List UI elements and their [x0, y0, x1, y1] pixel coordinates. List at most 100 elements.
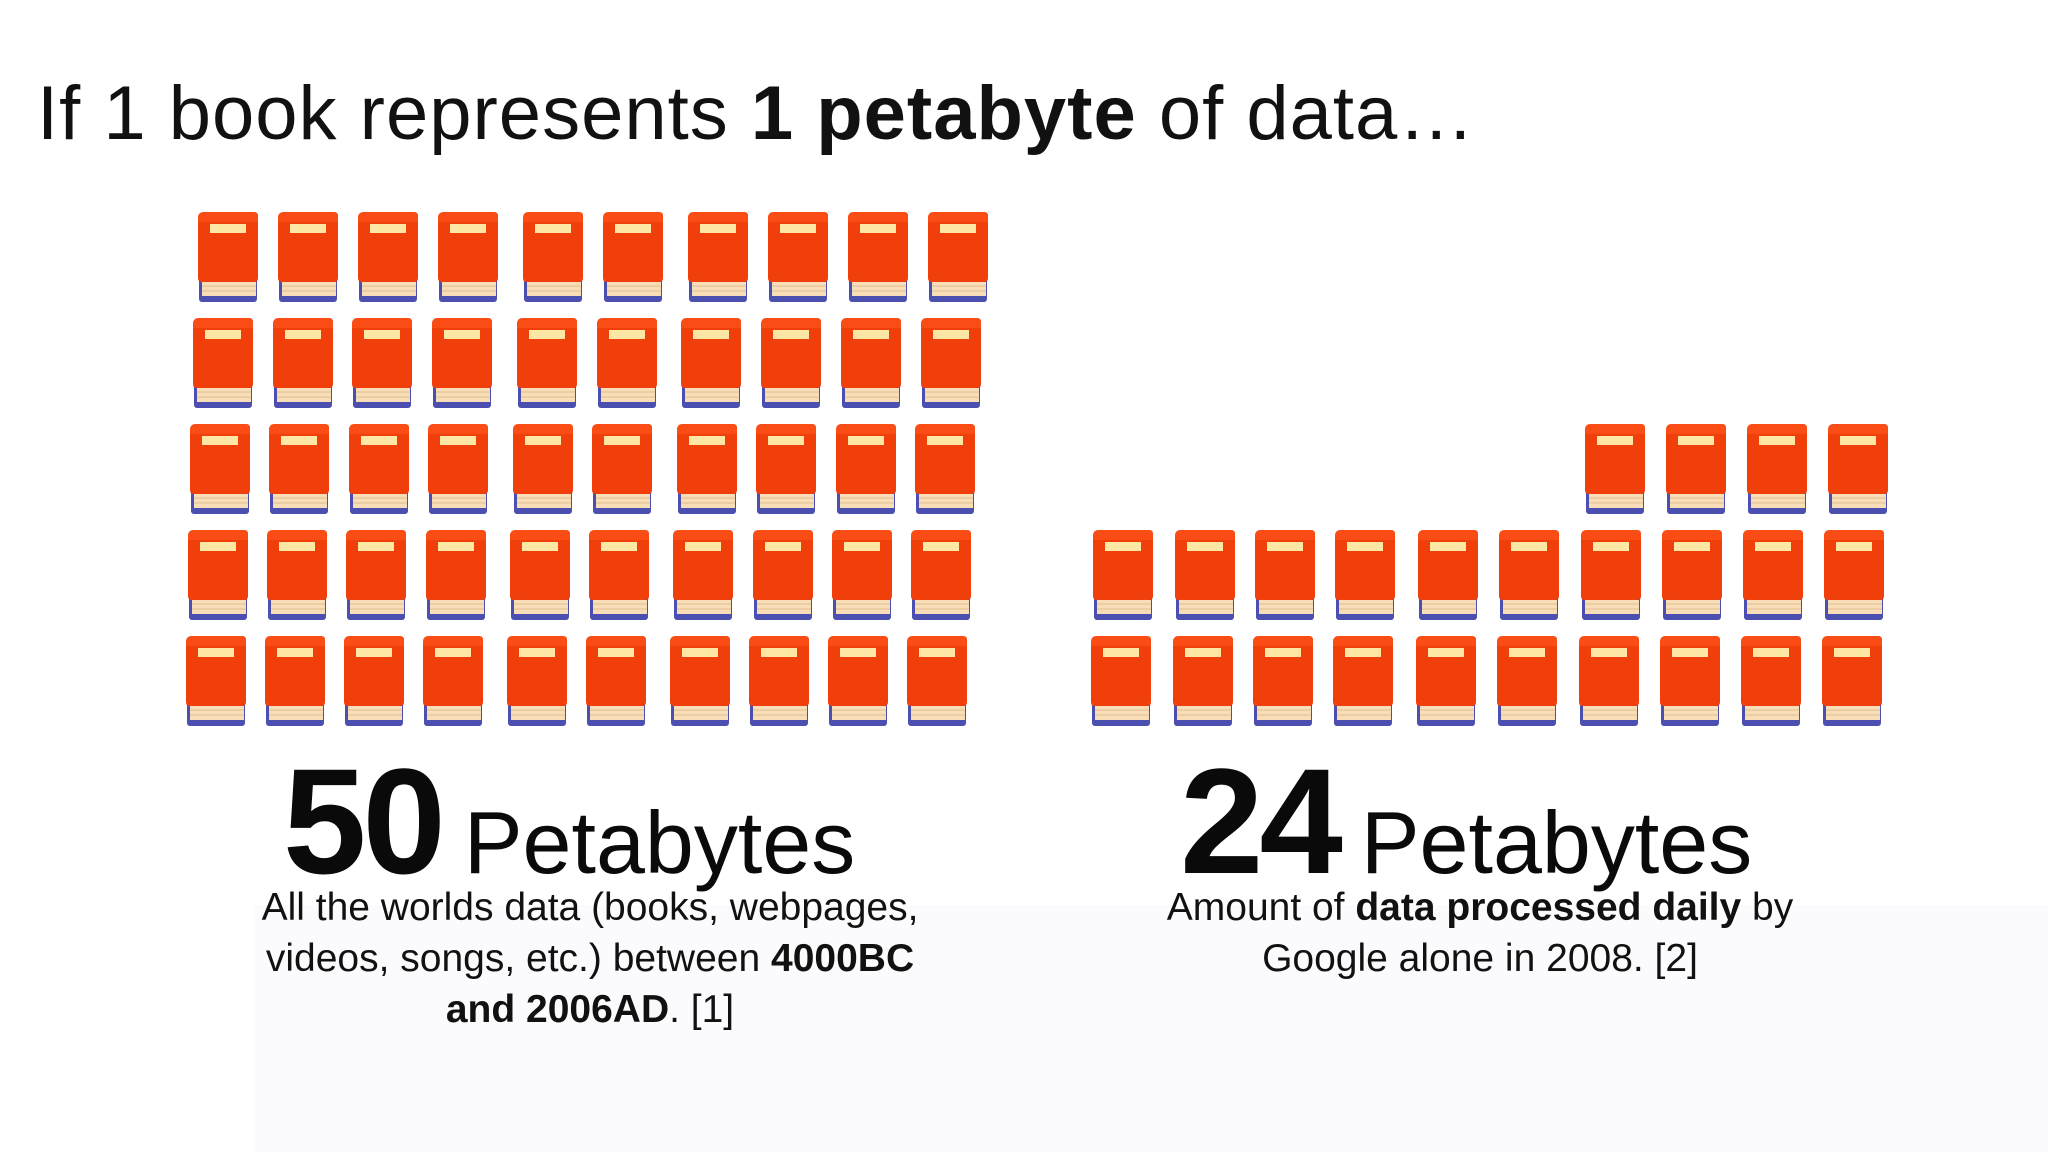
- book-icon: [841, 318, 901, 408]
- book-icon: [186, 636, 246, 726]
- book-icon: [438, 212, 498, 302]
- left-stat-number: 50: [283, 737, 446, 905]
- book-icon: [681, 318, 741, 408]
- book-icon: [1499, 530, 1559, 620]
- book-icon: [190, 424, 250, 514]
- book-icon: [768, 212, 828, 302]
- background-panel: [255, 905, 2048, 1152]
- book-icon: [1093, 530, 1153, 620]
- book-icon: [597, 318, 657, 408]
- book-icon: [269, 424, 329, 514]
- book-icon: [1253, 636, 1313, 726]
- book-icon: [1579, 636, 1639, 726]
- left-caption-line2: videos, songs, etc.) between 4000BC: [190, 933, 990, 984]
- book-icon: [517, 318, 577, 408]
- book-icon: [1416, 636, 1476, 726]
- left-caption-line3: and 2006AD. [1]: [190, 984, 990, 1035]
- book-icon: [1418, 530, 1478, 620]
- title-prefix: If 1 book represents: [37, 71, 751, 156]
- right-caption: Amount of data processed daily by Google…: [1100, 882, 1860, 984]
- book-icon: [1091, 636, 1151, 726]
- book-icon: [1828, 424, 1888, 514]
- book-icon: [513, 424, 573, 514]
- book-icon: [1666, 424, 1726, 514]
- right-stat-unit: Petabytes: [1360, 793, 1753, 892]
- book-icon: [915, 424, 975, 514]
- right-caption-line2: Google alone in 2008. [2]: [1262, 937, 1698, 980]
- book-icon: [265, 636, 325, 726]
- book-icon: [278, 212, 338, 302]
- right-caption-line1-tail: by: [1741, 886, 1794, 929]
- book-icon: [848, 212, 908, 302]
- book-icon: [1581, 530, 1641, 620]
- book-icon: [346, 530, 406, 620]
- left-caption-line1: All the worlds data (books, webpages,: [261, 886, 919, 929]
- book-icon: [352, 318, 412, 408]
- book-icon: [267, 530, 327, 620]
- right-stat-number: 24: [1180, 737, 1343, 905]
- left-stat: 50 Petabytes: [283, 735, 855, 908]
- book-icon: [589, 530, 649, 620]
- book-icon: [836, 424, 896, 514]
- book-icon: [507, 636, 567, 726]
- book-icon: [832, 530, 892, 620]
- title-bold: 1 petabyte: [750, 71, 1137, 156]
- book-icon: [1585, 424, 1645, 514]
- book-icon: [1747, 424, 1807, 514]
- book-icon: [592, 424, 652, 514]
- book-icon: [1662, 530, 1722, 620]
- book-icon: [1822, 636, 1882, 726]
- book-icon: [426, 530, 486, 620]
- book-icon: [1175, 530, 1235, 620]
- title-suffix: of data…: [1136, 71, 1476, 156]
- book-icon: [428, 424, 488, 514]
- book-icon: [1660, 636, 1720, 726]
- book-icon: [1333, 636, 1393, 726]
- right-caption-line1-bold: data processed daily: [1355, 886, 1742, 929]
- book-icon: [1743, 530, 1803, 620]
- book-icon: [510, 530, 570, 620]
- right-caption-line1: Amount of data processed daily by: [1100, 882, 1860, 933]
- left-caption-line2-bold: 4000BC: [771, 937, 915, 980]
- book-icon: [1824, 530, 1884, 620]
- left-stat-unit: Petabytes: [463, 793, 856, 892]
- left-caption-line2-plain: videos, songs, etc.) between: [265, 937, 772, 980]
- book-icon: [921, 318, 981, 408]
- book-icon: [432, 318, 492, 408]
- book-icon: [828, 636, 888, 726]
- book-icon: [1255, 530, 1315, 620]
- book-icon: [1335, 530, 1395, 620]
- right-caption-line1-plain: Amount of: [1166, 886, 1356, 929]
- book-icon: [756, 424, 816, 514]
- book-icon: [1497, 636, 1557, 726]
- book-icon: [523, 212, 583, 302]
- book-icon: [586, 636, 646, 726]
- right-stat: 24 Petabytes: [1180, 735, 1752, 908]
- left-caption-line3-tail: . [1]: [669, 988, 735, 1031]
- book-icon: [688, 212, 748, 302]
- book-icon: [928, 212, 988, 302]
- book-icon: [423, 636, 483, 726]
- book-icon: [344, 636, 404, 726]
- book-icon: [349, 424, 409, 514]
- book-icon: [677, 424, 737, 514]
- book-icon: [358, 212, 418, 302]
- book-icon: [749, 636, 809, 726]
- book-icon: [907, 636, 967, 726]
- book-icon: [198, 212, 258, 302]
- book-icon: [1173, 636, 1233, 726]
- book-icon: [1741, 636, 1801, 726]
- book-icon: [193, 318, 253, 408]
- book-icon: [761, 318, 821, 408]
- slide-title: If 1 book represents 1 petabyte of data…: [37, 70, 1475, 157]
- book-icon: [273, 318, 333, 408]
- book-icon: [188, 530, 248, 620]
- book-icon: [670, 636, 730, 726]
- book-icon: [753, 530, 813, 620]
- left-caption-line3-bold: and 2006AD: [445, 988, 670, 1031]
- book-icon: [911, 530, 971, 620]
- book-icon: [673, 530, 733, 620]
- book-icon: [603, 212, 663, 302]
- left-caption: All the worlds data (books, webpages, vi…: [190, 882, 990, 1035]
